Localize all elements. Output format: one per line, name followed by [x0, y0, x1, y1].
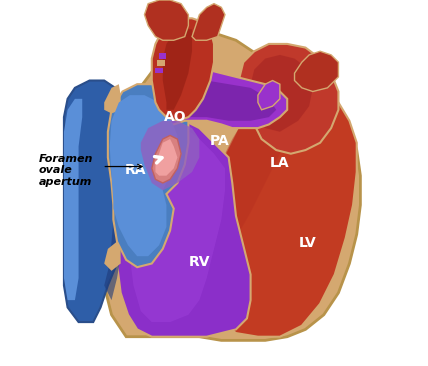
Text: RV: RV	[189, 255, 210, 269]
Polygon shape	[251, 55, 313, 132]
Polygon shape	[110, 95, 177, 256]
Polygon shape	[152, 18, 214, 121]
Polygon shape	[152, 135, 181, 183]
Text: AO: AO	[164, 110, 187, 124]
Polygon shape	[210, 84, 357, 337]
Polygon shape	[192, 4, 225, 40]
Polygon shape	[104, 88, 121, 300]
Polygon shape	[163, 29, 192, 110]
Text: LV: LV	[298, 236, 316, 250]
Polygon shape	[104, 242, 121, 271]
Polygon shape	[104, 33, 360, 340]
Polygon shape	[240, 44, 339, 154]
Text: RA: RA	[125, 163, 146, 177]
Polygon shape	[64, 81, 121, 322]
Text: Foramen
ovale
apertum: Foramen ovale apertum	[39, 154, 93, 187]
Polygon shape	[159, 81, 276, 121]
Polygon shape	[104, 84, 121, 113]
Polygon shape	[126, 128, 225, 322]
Text: LA: LA	[270, 156, 290, 170]
Polygon shape	[145, 0, 188, 40]
Polygon shape	[141, 121, 199, 190]
Polygon shape	[155, 68, 163, 73]
Polygon shape	[64, 99, 82, 300]
Polygon shape	[155, 66, 287, 128]
Polygon shape	[221, 88, 287, 293]
Polygon shape	[157, 60, 165, 66]
Polygon shape	[108, 84, 188, 267]
Polygon shape	[155, 139, 177, 176]
Polygon shape	[159, 53, 166, 59]
Polygon shape	[258, 81, 280, 110]
Polygon shape	[155, 37, 177, 81]
Polygon shape	[294, 51, 339, 92]
Text: PA: PA	[210, 134, 229, 148]
Polygon shape	[117, 121, 251, 337]
